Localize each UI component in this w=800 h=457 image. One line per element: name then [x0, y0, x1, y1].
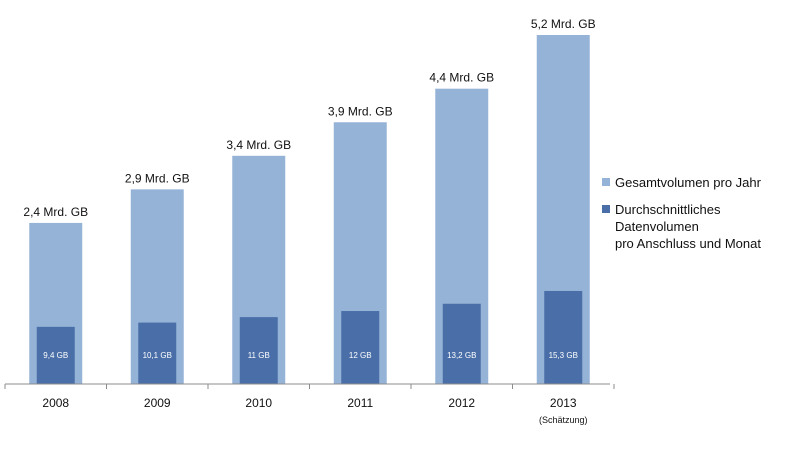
x-tick-label-2009: 2009 [144, 396, 171, 410]
data-label-average-2012: 13,2 GB [447, 351, 476, 360]
average-volume-bars [36, 290, 583, 384]
x-tick-label-2011: 2011 [347, 396, 373, 410]
bar-average-2011 [341, 311, 380, 384]
data-label-total-2008: 2,4 Mrd. GB [23, 205, 88, 219]
data-label-average-2013: 15,3 GB [549, 351, 578, 360]
data-label-total-2010: 3,4 Mrd. GB [226, 138, 291, 152]
bar-average-2013 [544, 290, 583, 384]
legend-swatch-total [602, 178, 610, 186]
x-tick-label-2012: 2012 [448, 396, 475, 410]
x-tick-sublabel-2013: (Schätzung) [539, 415, 588, 425]
data-label-total-2009: 2,9 Mrd. GB [125, 171, 190, 185]
bar-average-2010 [239, 317, 278, 384]
total-volume-labels: 2,4 Mrd. GB 2,9 Mrd. GB 3,4 Mrd. GB 3,9 Mrd… [23, 17, 595, 219]
average-volume-labels: 9,4 GB 10,1 GB 11 GB 12 GB 13,2 GB 15,3 GB [43, 351, 578, 360]
bar-average-2012 [442, 303, 481, 384]
data-label-average-2009: 10,1 GB [143, 351, 172, 360]
data-label-average-2010: 11 GB [248, 351, 270, 360]
data-label-total-2013: 5,2 Mrd. GB [531, 17, 596, 31]
bar-average-2008 [36, 326, 75, 384]
total-volume-bars [29, 35, 590, 384]
legend-label-average-line-1: Durchschnittliches Datenvolumen [615, 202, 721, 234]
x-axis-ticks [4, 384, 615, 389]
x-tick-label-2013: 2013 [550, 396, 577, 410]
bar-average-2009 [138, 322, 177, 384]
legend-label-average-line-2: pro Anschluss und Monat [615, 236, 761, 251]
data-label-total-2011: 3,9 Mrd. GB [328, 104, 393, 118]
data-label-average-2011: 12 GB [349, 351, 372, 360]
x-tick-label-2008: 2008 [42, 396, 69, 410]
legend-label-total: Gesamtvolumen pro Jahr [615, 175, 761, 190]
data-label-average-2008: 9,4 GB [43, 351, 68, 360]
legend-item-average: Durchschnittliches Datenvolumen pro Ansc… [602, 201, 798, 252]
data-label-total-2012: 4,4 Mrd. GB [429, 71, 494, 85]
x-axis-tick-labels: 2008 2009 2010 2011 2012 2013 (Schätzung) [42, 396, 587, 425]
legend: Gesamtvolumen pro Jahr Durchschnittliche… [602, 174, 798, 262]
x-tick-label-2010: 2010 [245, 396, 272, 410]
legend-swatch-average [602, 205, 610, 213]
legend-item-total: Gesamtvolumen pro Jahr [602, 174, 798, 191]
